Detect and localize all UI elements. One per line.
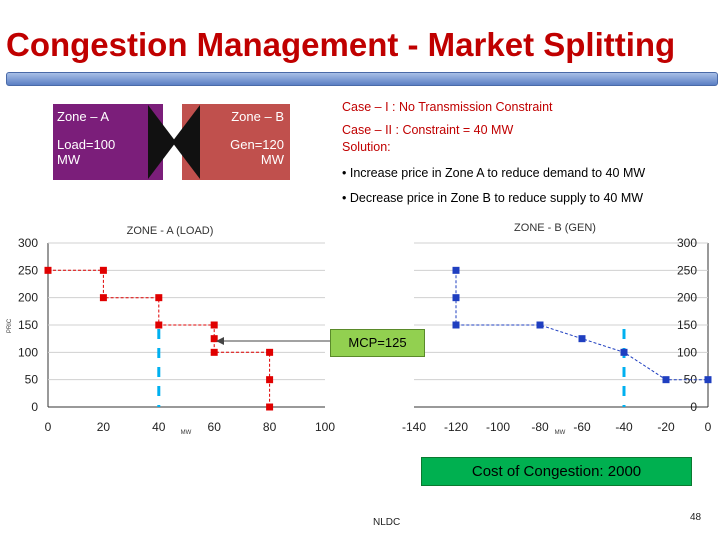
solution-label: Solution:: [342, 140, 391, 154]
chart-a-y-tick-label: 300: [18, 236, 38, 250]
case-1-text: Case – I : No Transmission Constraint: [342, 100, 553, 114]
chart-a-data-point: [266, 403, 274, 411]
chart-a-y-tick-label: 0: [31, 400, 38, 414]
chart-b-data-point: [536, 321, 544, 329]
case-2-text: Case – II : Constraint = 40 MW: [342, 123, 514, 137]
chart-b-x-tick-label: 0: [705, 420, 712, 434]
chart-b-x-tick-label: -80: [531, 420, 549, 434]
slide-title: Congestion Management - Market Splitting: [6, 26, 676, 63]
solution-bullet-1: • Increase price in Zone A to reduce dem…: [342, 166, 646, 180]
chart-b-x-axis-label: MW: [555, 430, 566, 436]
zone-b-gen: Gen=120: [230, 137, 284, 152]
chart-a-data-point: [99, 266, 107, 274]
chart-b-y-tick-label: 300: [677, 236, 697, 250]
chart-b-x-tick-label: -120: [444, 420, 468, 434]
mcp-label: MCP=125: [330, 329, 425, 357]
chart-a-data-point: [210, 321, 218, 329]
chart-a-x-tick-label: 60: [208, 420, 222, 434]
chart-a-y-tick-label: 250: [18, 263, 38, 277]
chart-b-x-tick-label: -100: [486, 420, 510, 434]
chart-b-y-tick-label: 100: [677, 345, 697, 359]
chart-a-x-tick-label: 100: [315, 420, 335, 434]
chart-b-data-point: [620, 348, 628, 356]
chart-a-x-tick-label: 20: [97, 420, 111, 434]
chart-b-y-tick-label: 150: [677, 318, 697, 332]
zone-b-unit: MW: [260, 152, 284, 167]
chart-a-x-tick-label: 80: [263, 420, 277, 434]
chart-b-data-point: [704, 376, 712, 384]
chart-a-data-point: [210, 348, 218, 356]
chart-b-y-tick-label: 0: [690, 400, 697, 414]
chart-a-y-tick-label: 50: [25, 373, 39, 387]
zone-a-unit: MW: [57, 152, 81, 167]
chart-a-data-point: [266, 348, 274, 356]
zone-a-name: Zone – A: [57, 109, 110, 124]
chart-a-data-point: [155, 321, 163, 329]
zone-a-box: Zone – A Load=100 MW: [53, 104, 163, 180]
chart-a-data-point: [155, 294, 163, 302]
mcp-arrow-head: [216, 337, 224, 345]
chart-a-x-axis-label: MW: [181, 430, 192, 436]
chart-b-y-tick-label: 250: [677, 263, 697, 277]
chart-b-y-tick-label: 200: [677, 291, 697, 305]
chart-b-x-tick-label: -140: [402, 420, 426, 434]
solution-bullet-2: • Decrease price in Zone B to reduce sup…: [342, 191, 644, 205]
page-number: 48: [690, 512, 702, 523]
chart-a-data-point: [266, 376, 274, 384]
chart-a-y-axis-label: PRIC: [7, 318, 13, 333]
chart-b-data-point: [452, 321, 460, 329]
chart-a-y-tick-label: 100: [18, 345, 38, 359]
chart-a-x-tick-label: 40: [152, 420, 166, 434]
chart-b-x-tick-label: -60: [573, 420, 591, 434]
chart-b-data-point: [452, 294, 460, 302]
zone-b-name: Zone – B: [231, 109, 284, 124]
zone-a-load: Load=100: [57, 137, 116, 152]
chart-b-x-tick-label: -20: [657, 420, 675, 434]
title-underline-bar: [6, 72, 718, 86]
chart-b-data-point: [662, 376, 670, 384]
chart-a-x-tick-label: 0: [45, 420, 52, 434]
chart-a-y-tick-label: 150: [18, 318, 38, 332]
chart-b-data-point: [578, 335, 586, 343]
chart-a-data-point: [44, 266, 52, 274]
chart-b-title: ZONE - B (GEN): [514, 222, 596, 234]
cost-of-congestion-label: Cost of Congestion: 2000: [421, 457, 692, 486]
chart-a-data-point: [99, 294, 107, 302]
chart-b-x-tick-label: -40: [615, 420, 633, 434]
chart-b-series-line: [455, 270, 708, 381]
chart-a-y-tick-label: 200: [18, 291, 38, 305]
chart-a-title: ZONE - A (LOAD): [127, 225, 214, 237]
chart-b-data-point: [452, 266, 460, 274]
chart-a-data-point: [210, 335, 218, 343]
footer-org-label: NLDC: [373, 517, 401, 528]
